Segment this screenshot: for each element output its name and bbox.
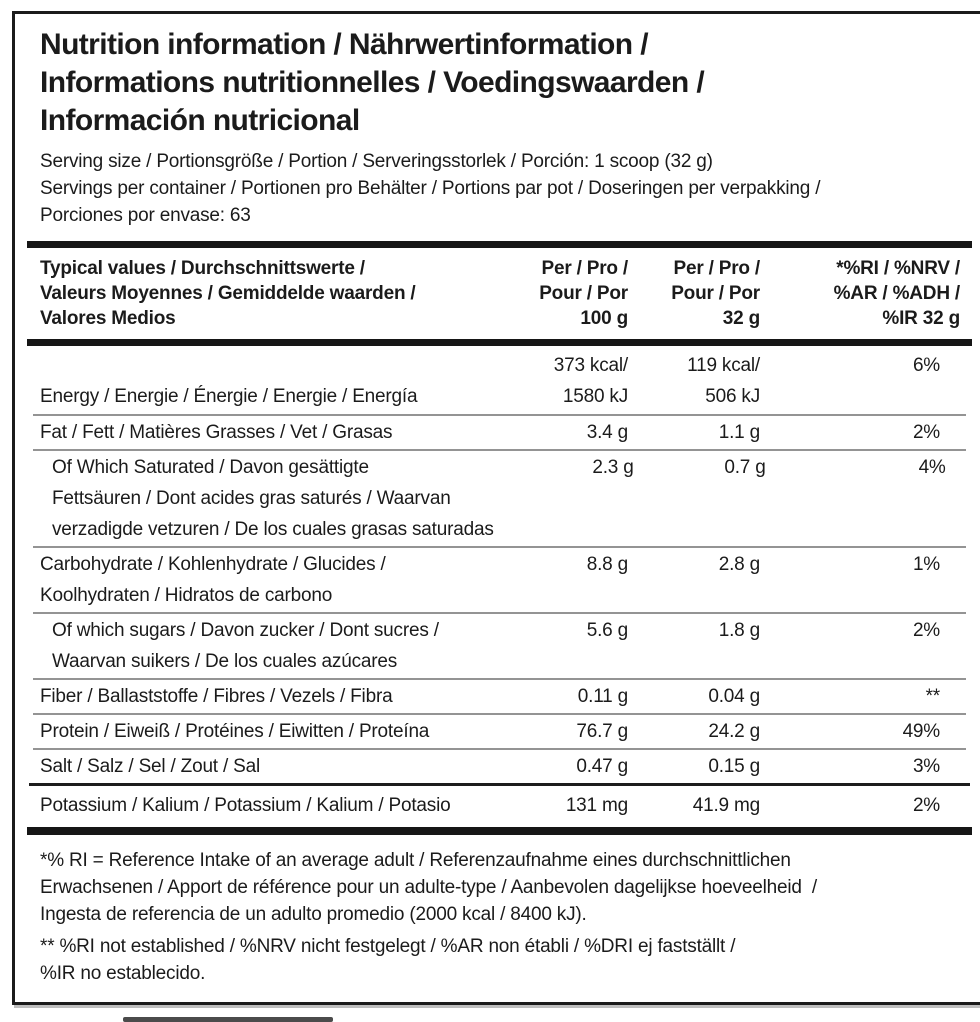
- nutrient-label: Protein / Eiweiß / Protéines / Eiwitten …: [40, 721, 430, 742]
- row-energy: Energy / Energie / Énergie / Energie / E…: [25, 346, 974, 414]
- row-divider: [33, 748, 966, 750]
- value-per-32g: 2.8 g: [718, 554, 760, 575]
- nutrient-label: Fat / Fett / Matières Grasses / Vet / Gr…: [40, 422, 393, 443]
- page-title: Nutrition information / Nährwertinformat…: [40, 28, 705, 137]
- divider-thick-top: [27, 241, 972, 248]
- serving-info: Serving size / Portionsgröße / Portion /…: [40, 148, 974, 229]
- nutrient-label: Potassium / Kalium / Potassium / Kalium …: [40, 795, 451, 816]
- value-per-100g: 0.11 g: [577, 686, 628, 707]
- value-ri-percent: 2%: [912, 620, 940, 641]
- bottom-edge-artifact: [123, 1017, 333, 1022]
- value-per-32g: 0.04 g: [708, 686, 760, 707]
- nutrient-label: Salt / Salz / Sel / Zout / Sal: [40, 756, 260, 777]
- header-typical-values: Typical values / Durchschnittswerte / Va…: [40, 258, 416, 329]
- row-divider: [33, 713, 966, 715]
- value-per-100g: 3.4 g: [586, 422, 628, 443]
- row-fat: Fat / Fett / Matières Grasses / Vet / Gr…: [25, 416, 974, 449]
- value-ri-percent: **: [925, 686, 941, 707]
- value-per-100g: 8.8 g: [586, 554, 628, 575]
- value-per-100g: 373 kcal/ 1580 kJ: [553, 355, 628, 407]
- value-per-100g: 5.6 g: [586, 620, 628, 641]
- nutrient-label: Energy / Energie / Énergie / Energie / E…: [40, 386, 418, 407]
- footnote-reference-intake: *% RI = Reference Intake of an average a…: [40, 850, 817, 925]
- value-per-32g: 119 kcal/ 506 kJ: [687, 355, 760, 407]
- value-ri-percent: 2%: [912, 422, 940, 443]
- row-divider: [33, 449, 966, 451]
- value-ri-percent: 4%: [918, 457, 946, 478]
- value-ri-percent: 1%: [912, 554, 940, 575]
- value-per-32g: 24.2 g: [708, 721, 760, 742]
- value-per-32g: 41.9 mg: [692, 795, 760, 816]
- value-per-32g: 0.7 g: [724, 457, 766, 478]
- value-ri-percent: 6%: [912, 355, 940, 376]
- header-reference-intake: *%RI / %NRV / %AR / %ADH / %IR 32 g: [833, 258, 961, 329]
- header-per-32g: Per / Pro / Pour / Por 32 g: [671, 258, 760, 329]
- table-header-row: Typical values / Durchschnittswerte / Va…: [25, 248, 974, 339]
- servings-per-container-text: Servings per container / Portionen pro B…: [40, 178, 821, 226]
- row-fiber: Fiber / Ballaststoffe / Fibres / Vezels …: [25, 680, 974, 713]
- serving-size-text: Serving size / Portionsgröße / Portion /…: [40, 151, 713, 172]
- value-per-32g: 0.15 g: [708, 756, 760, 777]
- row-salt: Salt / Salz / Sel / Zout / Sal 0.47 g 0.…: [25, 750, 974, 783]
- value-per-100g: 131 mg: [565, 795, 628, 816]
- value-per-32g: 1.1 g: [718, 422, 760, 443]
- header-per-100g: Per / Pro / Pour / Por 100 g: [539, 258, 628, 329]
- value-ri-percent: 3%: [912, 756, 940, 777]
- row-divider: [33, 414, 966, 416]
- row-divider: [33, 612, 966, 614]
- value-ri-percent: 49%: [902, 721, 941, 742]
- nutrient-label: Of which sugars / Davon zucker / Dont su…: [52, 620, 439, 672]
- value-per-100g: 76.7 g: [576, 721, 628, 742]
- nutrient-label: Fiber / Ballaststoffe / Fibres / Vezels …: [40, 686, 393, 707]
- nutrition-label: Nutrition information / Nährwertinformat…: [12, 11, 980, 1005]
- row-saturated-fat: Of Which Saturated / Davon gesättigte Fe…: [25, 451, 974, 546]
- nutrient-label: Carbohydrate / Kohlenhydrate / Glucides …: [40, 554, 386, 606]
- row-sugars: Of which sugars / Davon zucker / Dont su…: [25, 614, 974, 678]
- divider-thick-header: [27, 339, 972, 346]
- divider-thick-bottom: [27, 827, 972, 835]
- footnotes: *% RI = Reference Intake of an average a…: [40, 847, 974, 987]
- nutrient-label: Of Which Saturated / Davon gesättigte Fe…: [52, 457, 494, 540]
- value-ri-percent: 2%: [912, 795, 940, 816]
- footnote-not-established: ** %RI not established / %NRV nicht fest…: [40, 936, 736, 984]
- row-protein: Protein / Eiweiß / Protéines / Eiwitten …: [25, 715, 974, 748]
- row-potassium: Potassium / Kalium / Potassium / Kalium …: [25, 786, 974, 827]
- row-divider: [33, 678, 966, 680]
- row-carbohydrate: Carbohydrate / Kohlenhydrate / Glucides …: [25, 548, 974, 612]
- value-per-100g: 0.47 g: [576, 756, 628, 777]
- row-divider-dark: [29, 783, 970, 786]
- value-per-32g: 1.8 g: [718, 620, 760, 641]
- value-per-100g: 2.3 g: [592, 457, 634, 478]
- row-divider: [33, 546, 966, 548]
